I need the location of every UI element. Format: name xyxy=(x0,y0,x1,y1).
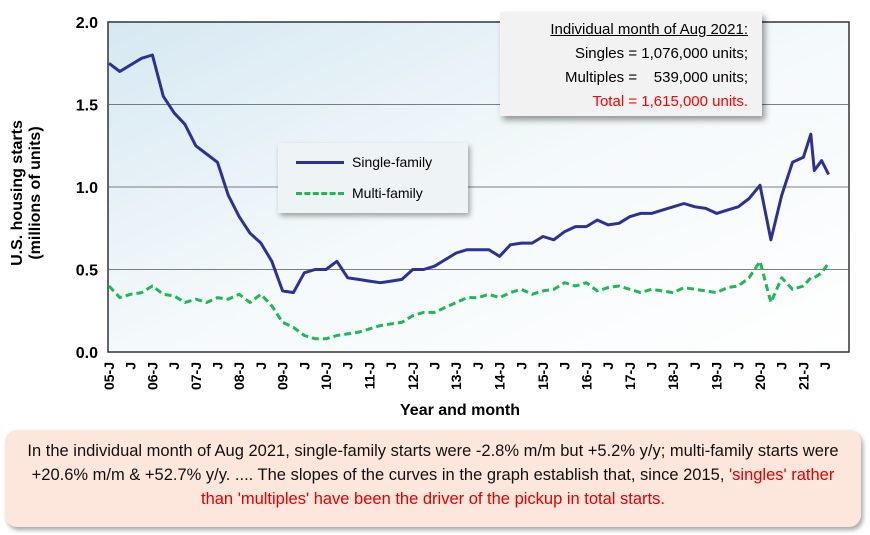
x-tick-label: J xyxy=(774,362,790,370)
x-tick-label: J xyxy=(730,362,746,370)
y-axis-label: U.S. housing starts (millions of units) xyxy=(9,120,44,266)
x-axis-label: Year and month xyxy=(400,402,521,419)
x-tick-label: J xyxy=(470,362,486,370)
series-line-multi-family xyxy=(107,259,830,341)
x-tick-label: J xyxy=(340,362,356,370)
legend-label: Single-family xyxy=(352,154,433,170)
x-tick-label: 06-J xyxy=(144,362,160,390)
legend-item-single-family: Single-family xyxy=(296,154,432,170)
legend-item-multi-family: Multi-family xyxy=(296,185,423,201)
y-tick-label: 1.0 xyxy=(76,180,98,197)
x-tick-label: J xyxy=(123,362,139,370)
x-tick-label: J xyxy=(383,362,399,370)
y-tick-label: 0.0 xyxy=(76,345,98,362)
x-tick-label: 10-J xyxy=(318,362,334,390)
x-tick-label: J xyxy=(557,362,573,370)
caption-box: In the individual month of Aug 2021, sin… xyxy=(5,430,861,527)
x-tick-label: 09-J xyxy=(275,362,291,390)
x-tick-label: J xyxy=(687,362,703,370)
x-tick-label: 17-J xyxy=(622,362,638,390)
x-tick-label: J xyxy=(600,362,616,370)
x-tick-label: 15-J xyxy=(535,362,551,390)
x-tick-label: J xyxy=(513,362,529,370)
x-tick-label: 16-J xyxy=(578,362,594,390)
x-tick-label: 12-J xyxy=(405,362,421,390)
annotation-singles: Singles = 1,076,000 units; xyxy=(574,45,748,62)
legend-swatch xyxy=(296,191,344,195)
x-tick-label: J xyxy=(817,362,833,370)
y-tick-label: 2.0 xyxy=(76,15,98,32)
y-tick-label: 1.5 xyxy=(76,98,98,115)
annotation-multiples: Multiples = 539,000 units; xyxy=(564,69,748,86)
x-tick-label: 19-J xyxy=(709,362,725,390)
legend-label: Multi-family xyxy=(352,185,423,201)
legend: Single-family Multi-family xyxy=(278,143,468,213)
annotation-title: Individual month of Aug 2021: xyxy=(550,21,748,38)
x-tick-label: 07-J xyxy=(188,362,204,390)
x-tick-label: J xyxy=(296,362,312,370)
x-tick-label: J xyxy=(253,362,269,370)
x-tick-label: 05-J xyxy=(101,362,117,390)
x-tick-label: 18-J xyxy=(665,362,681,390)
annotation-box: Individual month of Aug 2021: Singles = … xyxy=(500,12,762,116)
annotation-total: Total = 1,615,000 units. xyxy=(592,93,748,110)
x-tick-label: 21-J xyxy=(795,362,811,390)
x-tick-label: 14-J xyxy=(492,362,508,390)
legend-swatch xyxy=(296,160,344,164)
series-line-single-family xyxy=(108,53,830,295)
caption-text: In the individual month of Aug 2021, sin… xyxy=(27,442,839,484)
x-tick-label: 20-J xyxy=(752,362,768,390)
x-tick-label: J xyxy=(427,362,443,370)
x-tick-label: 11-J xyxy=(361,362,377,389)
x-tick-label: J xyxy=(166,362,182,370)
caption-highlight: 'singles' rather than 'multiples' have b… xyxy=(201,466,835,508)
x-tick-label: 08-J xyxy=(231,362,247,390)
y-tick-label: 0.5 xyxy=(76,263,98,280)
x-tick-label: 13-J xyxy=(448,362,464,390)
x-tick-label: J xyxy=(210,362,226,370)
x-tick-label: J xyxy=(644,362,660,370)
